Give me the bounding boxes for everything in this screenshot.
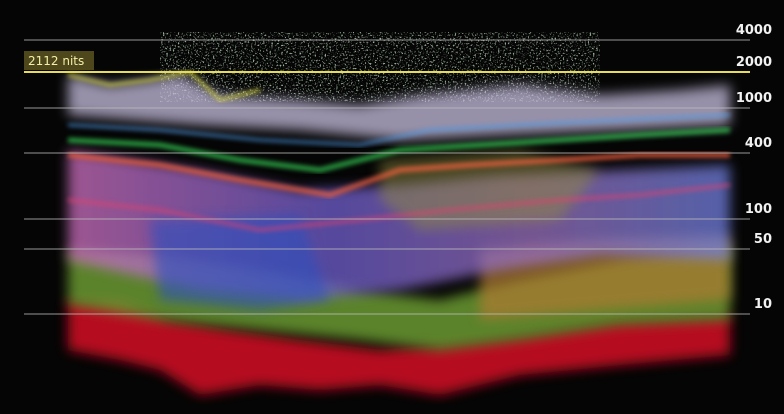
waveform [67,32,731,395]
scale-label: 1000 [736,91,772,106]
level-marker: 2112 nits [24,51,750,73]
scale-label: 100 [745,202,772,217]
nits-scale: 4000 2000 1000 400 100 50 10 [24,23,772,315]
scale-label: 4000 [736,23,772,38]
scale-label: 2000 [736,55,772,70]
marker-label: 2112 nits [28,54,84,68]
scale-label: 400 [745,136,772,151]
marker-box [24,51,94,70]
scale-label: 50 [754,232,772,247]
scale-label: 10 [754,297,772,312]
